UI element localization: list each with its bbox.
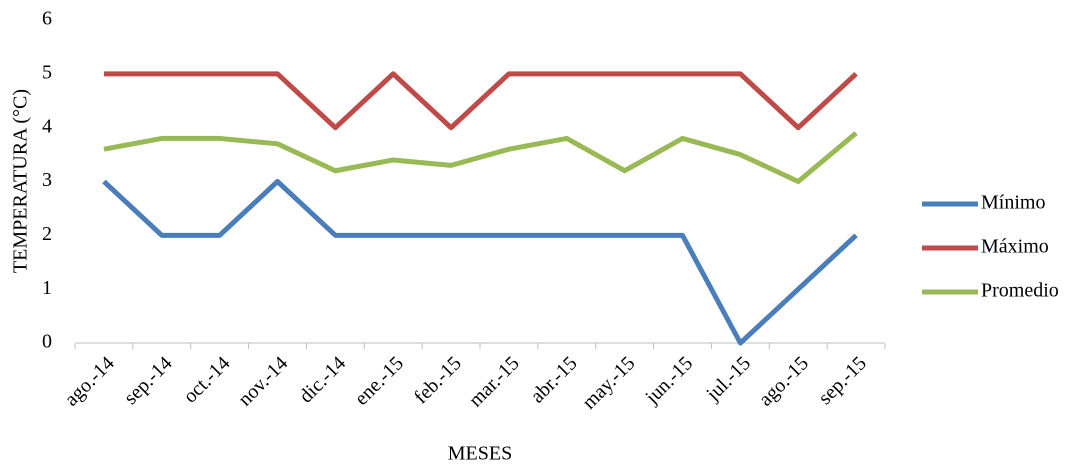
x-tick-label: abr.-15	[526, 352, 581, 407]
x-tick-label: oct.-14	[179, 352, 234, 407]
x-tick-label: may.-15	[578, 352, 639, 413]
x-tick-label: feb.-15	[410, 352, 466, 408]
x-tick-label: dic.-14	[295, 352, 350, 407]
x-tick-label: sep.-15	[814, 352, 871, 409]
y-axis-label: TEMPERATURA (°C)	[10, 89, 32, 273]
legend-label: Mínimo	[981, 192, 1045, 214]
x-tick-label: ene.-15	[350, 352, 408, 410]
x-axis-label: MESES	[448, 443, 512, 465]
x-tick-label: nov.-14	[234, 352, 292, 410]
y-tick-label: 2	[42, 223, 52, 245]
legend-label: Máximo	[981, 236, 1049, 258]
y-tick-label: 4	[42, 115, 52, 137]
series-line	[103, 71, 858, 131]
y-tick-label: 6	[42, 8, 52, 30]
y-tick-label: 0	[42, 331, 52, 353]
series-line	[103, 131, 858, 184]
y-tick-label: 3	[42, 169, 52, 191]
series-line	[102, 179, 858, 346]
x-tick-label: mar.-15	[465, 352, 524, 411]
x-tick-label: sep.-14	[120, 352, 177, 409]
legend-label: Promedio	[981, 280, 1059, 302]
x-tick-label: ago.-15	[755, 352, 813, 410]
x-tick-label: jul.-15	[702, 352, 756, 406]
y-tick-label: 5	[42, 61, 52, 83]
y-tick-label: 1	[42, 277, 52, 299]
x-tick-label: ago.-14	[60, 352, 118, 410]
x-tick-label: jun.-15	[641, 352, 698, 409]
